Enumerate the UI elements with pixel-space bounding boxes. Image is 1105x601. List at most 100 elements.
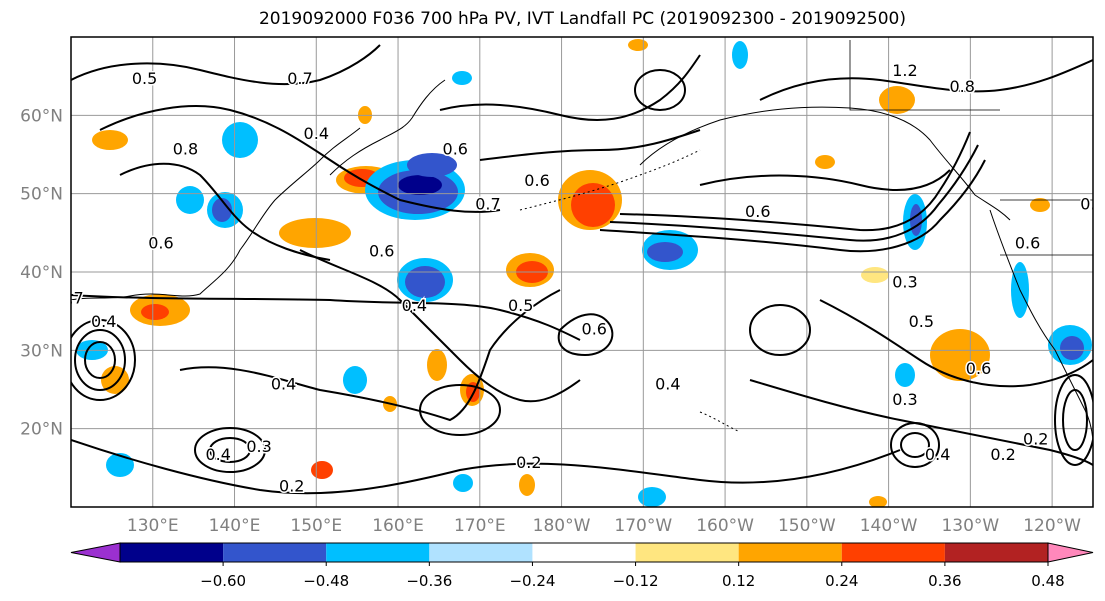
shade-negative (407, 153, 457, 177)
contour-line (759, 59, 1093, 101)
contour-line (609, 144, 979, 242)
x-tick-label: 120°W (1023, 516, 1081, 536)
y-tick-labels: 60°N 50°N 40°N 30°N 20°N (20, 106, 63, 439)
coastline-asia (71, 127, 361, 301)
coastlines (71, 40, 1093, 441)
contour-label: 0.4 (925, 445, 950, 464)
contour-label: 0.6 (148, 234, 173, 253)
colorbar-box (532, 543, 636, 562)
contour-label: 0.4 (402, 296, 427, 315)
contour-label: 0.2 (990, 445, 1015, 464)
shade-positive (815, 155, 835, 169)
contour-closed (209, 437, 251, 463)
contour-label: 0.6 (745, 202, 770, 221)
x-tick-label: 140°E (209, 516, 261, 536)
contour-label: 0.7 (287, 69, 312, 88)
contour-label: 0.3 (246, 437, 271, 456)
colorbar-box (635, 543, 739, 562)
shade-negative (343, 366, 367, 394)
colorbar-tick-label: 0.12 (722, 572, 755, 590)
y-tick-label: 30°N (20, 341, 63, 361)
contour-label: 0.4 (655, 375, 680, 394)
contour-label: 0.4 (1080, 194, 1105, 213)
x-tick-labels: 130°E 140°E 150°E 160°E 170°E 180°W 170°W 160°W… (127, 516, 1081, 536)
shade-positive (92, 130, 128, 150)
colorbar-box (944, 543, 1048, 562)
x-tick-label: 180°W (533, 516, 591, 536)
contour-line (71, 294, 581, 341)
colorbar-tick-labels: −0.60 −0.48 −0.36 −0.24 −0.12 0.12 0.24 0.36 0.4… (200, 562, 1065, 590)
chart-title: 2019092000 F036 700 hPa PV, IVT Landfall… (258, 9, 906, 29)
shade-negative (453, 474, 473, 492)
y-tick-label: 40°N (20, 263, 63, 283)
y-tick-label: 60°N (20, 106, 63, 126)
plot-frame (70, 36, 1094, 508)
contour-label: 0.8 (949, 77, 974, 96)
x-tick-label: 170°W (614, 516, 672, 536)
colorbar-tick-label: −0.60 (200, 572, 246, 590)
shade-positive (930, 329, 990, 381)
x-tick-label: 160°W (696, 516, 754, 536)
colorbar-box (429, 543, 533, 562)
coastline-aleutians (519, 149, 701, 211)
contour-line (299, 249, 581, 403)
shade-negative (405, 266, 445, 298)
colorbar-box (738, 543, 842, 562)
shade-positive (279, 218, 351, 248)
coastline-hawaii (699, 411, 741, 433)
contour-line (619, 131, 971, 232)
shade-positive (879, 86, 915, 114)
contour-line (479, 129, 701, 161)
shade-positive (427, 349, 447, 381)
colorbar-tick-label: −0.12 (613, 572, 659, 590)
shade-negative (398, 175, 442, 195)
contour-line (119, 162, 331, 261)
shade-negative (647, 242, 683, 262)
contour-line (557, 313, 614, 357)
x-tick-label: 140°W (860, 516, 918, 536)
shade-negative (222, 122, 258, 158)
colorbar-tick-label: 0.24 (825, 572, 858, 590)
contour-label: 0.7 (58, 288, 83, 307)
colorbar-boxes (70, 542, 1094, 563)
contour-label: 0.4 (91, 312, 116, 331)
y-tick-label: 50°N (20, 185, 63, 205)
contour-closed (890, 422, 940, 468)
colorbar-tick-label: 0.36 (928, 572, 961, 590)
contour-label: 0.6 (966, 359, 991, 378)
colorbar-box (326, 543, 430, 562)
colorbar-tick-label: −0.48 (303, 572, 349, 590)
contour-closed (74, 329, 126, 391)
contour-label: 0.6 (524, 171, 549, 190)
contour-label: 0.5 (132, 69, 157, 88)
colorbar-tick-label: 0.48 (1031, 572, 1064, 590)
shade-positive (861, 267, 889, 283)
x-tick-label: 170°E (454, 516, 506, 536)
y-tick-label: 20°N (20, 420, 63, 440)
colorbar-extend-low (70, 542, 121, 563)
colorbar-frame (119, 542, 1049, 563)
contour-label: 0.6 (369, 241, 394, 260)
contour-label: 0.3 (892, 273, 917, 292)
contour-line (99, 105, 501, 213)
shade-positive (869, 496, 887, 507)
contour-closed (634, 69, 686, 111)
colorbar-box (120, 543, 224, 562)
contour-label: 0.6 (443, 140, 468, 159)
contour-line (819, 299, 1093, 388)
contour-label: 0.5 (508, 296, 533, 315)
contour-label: 0.4 (205, 445, 230, 464)
x-tick-label: 150°W (778, 516, 836, 536)
x-tick-label: 130°W (941, 516, 999, 536)
coastline-alaska (639, 106, 1011, 221)
contour-line (699, 169, 951, 191)
contour-label: 1.2 (892, 61, 917, 80)
contour-label: 0.2 (279, 476, 304, 495)
contour-closed (749, 304, 811, 356)
contour-line (439, 54, 701, 121)
contour-label: 0.6 (1015, 234, 1040, 253)
contour-label: 0.2 (516, 453, 541, 472)
contour-line (749, 379, 1093, 466)
